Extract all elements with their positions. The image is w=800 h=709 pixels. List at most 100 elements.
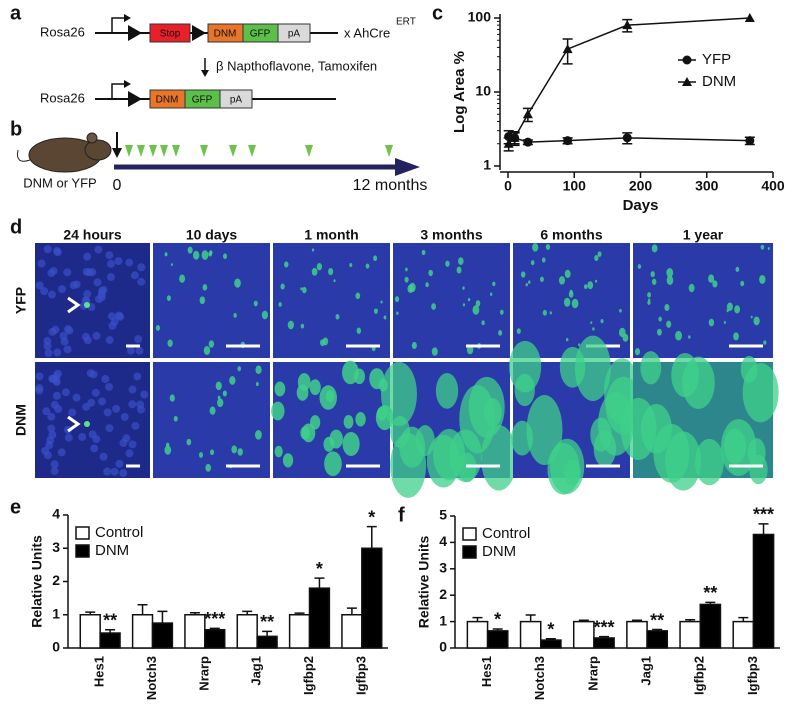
y-tick-label: 1 [439,612,447,628]
fluorescent-cell [323,436,335,452]
legend-swatch [462,527,477,541]
nucleus [112,404,121,413]
nucleus [92,435,101,444]
fluorescent-cell [383,315,387,320]
bar [732,620,755,649]
marker [745,136,755,146]
legend-swatch [462,545,477,559]
micrograph [35,243,150,358]
timeline: DNM or YFP 0 12 months [17,132,427,194]
bar [540,639,562,649]
fluorescent-cell [324,451,342,477]
fluorescent-cell [155,324,161,331]
fluorescent-cell [356,327,362,334]
fluorescent-cell [658,316,662,322]
fluorescent-cell [373,308,378,314]
panel-label: f [398,504,405,526]
fluorescent-cell [380,300,383,304]
fluorescent-cell [404,276,409,283]
x-tick-label: Notch3 [532,656,547,700]
fluorescent-cell [489,292,493,296]
fluorescent-cell [431,303,436,310]
bar [486,630,509,649]
fluorescent-cell [594,255,599,262]
marker [523,137,533,147]
fluorescent-cell [520,271,526,278]
significance: ** [650,610,664,630]
fluorescent-cell [619,308,622,313]
fluorescent-cell [309,379,321,396]
box-pa [219,89,253,109]
promoter [111,17,128,33]
fluorescent-cell [274,381,286,397]
nucleus [90,444,99,453]
nucleus [83,252,92,261]
fluorescent-cell [740,280,745,287]
x-tick-label: 100 [563,178,587,194]
fluorescent-cell [342,432,360,457]
bar [572,620,595,649]
fluorescent-cell [192,250,200,260]
nucleus [69,281,78,290]
nucleus [140,390,149,399]
bar [466,620,489,649]
x-tick-label: Nrarp [585,656,600,691]
nucleus [48,327,57,336]
fluorescent-cell [428,269,433,277]
y-axis-title: Relative Units [29,535,45,628]
nucleus [52,391,61,400]
fluorescent-cell [564,269,571,279]
fluorescent-cell [542,309,547,316]
x-tick-label: Igfbp3 [353,656,368,695]
fluorescent-cell [310,415,321,430]
x-tick-label: Notch3 [144,656,159,700]
fluorescent-cell [409,282,416,293]
fluorescent-cell [342,360,359,385]
fluorescent-cell [525,283,528,287]
fluorescent-cell [651,278,657,285]
y-tick-label: 5 [439,507,447,523]
significance: ** [260,612,274,632]
nucleus [99,452,108,461]
nucleus [35,386,44,395]
micrograph [153,362,270,478]
fluorescent-cell [237,366,242,372]
bar [236,614,258,649]
fluorescent-cell [215,381,222,391]
fluorescent-cell [456,266,462,274]
fluorescent-cell [528,280,531,284]
nucleus [43,451,52,460]
fluorescent-cell [282,453,294,468]
column-header: 24 hours [63,227,122,243]
nucleus [45,441,54,450]
marker [682,77,692,86]
fluorescent-cell [320,339,325,347]
fluorescent-cell [380,361,417,427]
x-tick-label: Igfbp2 [692,656,707,695]
bar [626,620,648,649]
box-label: DNM [214,29,237,40]
legend-label: DNM [95,542,129,559]
box-label: DNM [156,95,179,106]
fluorescent-cell [186,438,192,446]
fluorescent-cell [425,282,429,288]
fluorescent-cell [234,278,241,288]
nucleus [48,430,57,439]
fluorescent-cell [747,438,766,467]
box-label: GFP [250,29,271,40]
row-label: YFP [13,287,29,314]
arrowhead [67,296,81,314]
fluorescent-cell [753,316,760,326]
fluorescent-cell [278,302,282,307]
fluorescent-cell [620,397,657,460]
fluorescent-cell [462,286,465,290]
nucleus [119,469,128,478]
error-bar [262,630,273,637]
image-grid: 24 hours 10 days 1 month 3 months 6 months 1 … [13,227,779,498]
fluorescent-cell [255,365,262,374]
nucleus [54,404,63,413]
nucleus [134,335,143,344]
panel-label: a [10,2,22,24]
fluorescent-cell [201,250,209,260]
micrograph [513,243,630,358]
